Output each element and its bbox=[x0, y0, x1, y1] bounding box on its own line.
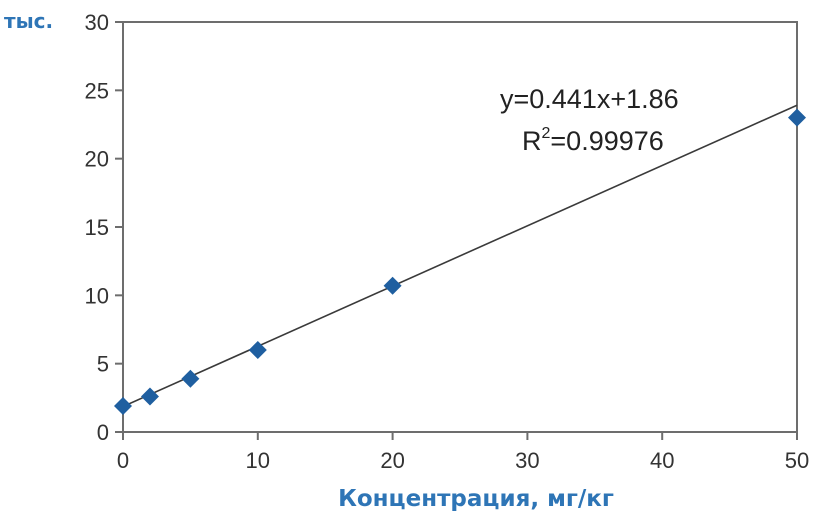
data-point bbox=[140, 387, 159, 406]
data-point bbox=[181, 369, 200, 388]
r2-superscript: 2 bbox=[542, 125, 551, 142]
data-point bbox=[248, 341, 267, 359]
r2-prefix: R bbox=[522, 126, 542, 156]
trendline bbox=[122, 104, 798, 408]
x-tick-label: 20 bbox=[380, 448, 404, 473]
y-tick-label: 5 bbox=[97, 352, 109, 377]
equation-label: y=0.441x+1.86 bbox=[500, 84, 679, 114]
y-ticks: 0 5 10 15 20 25 30 bbox=[85, 10, 123, 445]
plot-frame bbox=[122, 21, 798, 433]
x-tick-label: 10 bbox=[246, 448, 270, 473]
y-tick-label: 10 bbox=[85, 283, 109, 308]
x-tick-label: 30 bbox=[515, 448, 539, 473]
r2-label: R2=0.99976 bbox=[522, 125, 664, 156]
y-tick-label: 20 bbox=[85, 147, 109, 172]
data-point bbox=[788, 108, 806, 127]
x-tick-label: 0 bbox=[117, 448, 129, 473]
data-points bbox=[114, 108, 806, 416]
y-tick-label: 15 bbox=[85, 215, 109, 240]
y-tick-label: 25 bbox=[85, 78, 109, 103]
y-tick-label: 30 bbox=[85, 10, 109, 35]
y-axis-label: тыс. bbox=[4, 9, 53, 33]
x-axis-label: Концентрация, мг/кг bbox=[338, 486, 614, 512]
data-point bbox=[114, 397, 132, 416]
data-point bbox=[383, 276, 402, 295]
y-tick-label: 0 bbox=[97, 420, 109, 445]
x-ticks: 0 10 20 30 40 50 bbox=[117, 432, 809, 473]
x-tick-label: 50 bbox=[785, 448, 809, 473]
x-tick-label: 40 bbox=[650, 448, 674, 473]
r2-value: =0.99976 bbox=[550, 126, 663, 156]
